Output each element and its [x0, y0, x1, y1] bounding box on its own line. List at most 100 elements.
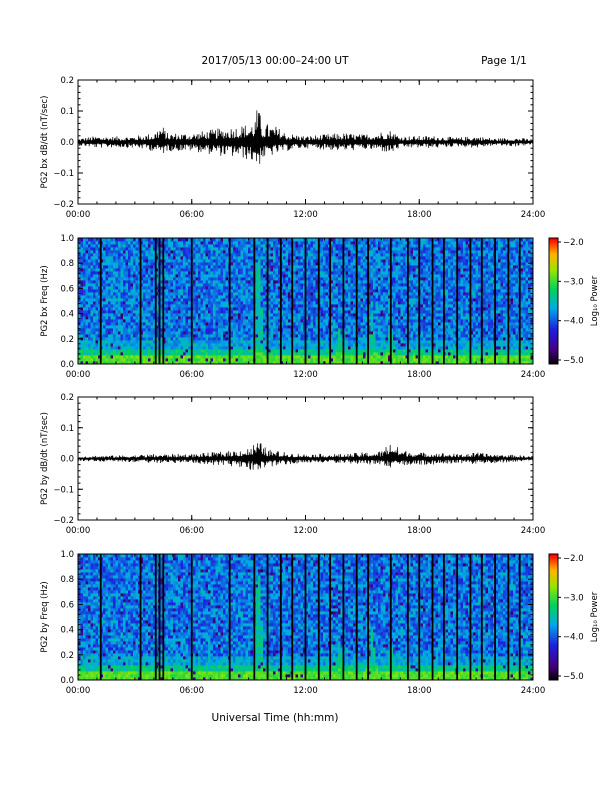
spectrogram-cell [195, 325, 199, 329]
spectrogram-cell [155, 271, 159, 275]
spectrogram-cell [315, 358, 319, 362]
spectrogram-cell [135, 319, 139, 323]
spectrogram-cell [250, 292, 254, 296]
spectrogram-cell [95, 343, 99, 347]
spectrogram-cell [200, 271, 204, 275]
spectrogram-cell [295, 250, 299, 254]
spectrogram-cell [150, 253, 154, 257]
spectrogram-cell [360, 241, 364, 245]
spectrogram-cell [360, 277, 364, 281]
spectrogram-cell [295, 277, 299, 281]
spectrogram-cell [263, 301, 266, 305]
spectrogram-cell [78, 238, 81, 242]
spectrogram-cell [255, 334, 259, 338]
spectrogram-cell [175, 322, 179, 326]
spectrogram-cell [210, 253, 214, 257]
spectrogram-cell [150, 295, 154, 299]
spectrogram-cell [100, 253, 104, 257]
spectrogram-cell [358, 283, 361, 287]
spectrogram-cell [245, 265, 249, 269]
spectrogram-cell [138, 250, 141, 254]
spectrogram-cell [195, 283, 199, 287]
spectrogram-cell [110, 310, 114, 314]
spectrogram-cell [133, 307, 136, 311]
spectrogram-cell [300, 250, 304, 254]
spectrogram-cell [315, 328, 319, 332]
spectrogram-cell [225, 244, 229, 248]
spectrogram-cell [185, 334, 189, 338]
spectrogram-cell [153, 319, 156, 323]
spectrogram-cell [205, 334, 209, 338]
spectrogram-cell [298, 238, 301, 242]
spectrogram-cell [100, 310, 104, 314]
spectrogram-cell [165, 271, 169, 275]
spectrogram-cell [195, 319, 199, 323]
spectrogram-cell [288, 292, 291, 296]
spectrogram-cell [98, 280, 101, 284]
spectrogram-cell [223, 265, 226, 269]
spectrogram-cell [310, 274, 314, 278]
spectrogram-cell [293, 295, 296, 299]
spectrogram-cell [208, 280, 211, 284]
spectrogram-cell [245, 295, 249, 299]
spectrogram-cell [80, 295, 84, 299]
spectrogram-cell [203, 322, 206, 326]
spectrogram-cell [120, 361, 124, 365]
spectrogram-cell [163, 319, 166, 323]
spectrogram-cell [300, 238, 304, 242]
spectrogram-cell [258, 334, 261, 338]
spectrogram-cell [293, 340, 296, 344]
spectrogram-cell [293, 325, 296, 329]
spectrogram-cell [283, 238, 286, 242]
spectrogram-cell [240, 328, 244, 332]
spectrogram-cell [198, 280, 201, 284]
spectrogram-cell [283, 304, 286, 308]
spectrogram-cell [335, 337, 339, 341]
spectrogram-cell [320, 325, 324, 329]
spectrogram-cell [145, 343, 149, 347]
spectrogram-cell [133, 262, 136, 266]
spectrogram-cell [333, 301, 336, 305]
spectrogram-cell [193, 244, 196, 248]
spectrogram-cell [230, 292, 234, 296]
spectrogram-cell [273, 274, 276, 278]
spectrogram-cell [240, 322, 244, 326]
spectrogram-cell [220, 334, 224, 338]
spectrogram-cell [285, 337, 289, 341]
spectrogram-cell [175, 352, 179, 356]
spectrogram-cell [195, 337, 199, 341]
spectrogram-cell [85, 346, 89, 350]
spectrogram-cell [258, 310, 261, 314]
spectrogram-cell [240, 361, 244, 365]
spectrogram-cell [275, 253, 279, 257]
spectrogram-cell [178, 349, 181, 353]
spectrogram-cell [235, 250, 239, 254]
spectrogram-cell [148, 262, 151, 266]
spectrogram-cell [260, 319, 264, 323]
spectrogram-cell [360, 328, 364, 332]
spectrogram-cell [353, 295, 356, 299]
spectrogram-cell [148, 253, 151, 257]
spectrogram-cell [285, 250, 289, 254]
spectrogram-cell [168, 358, 171, 362]
spectrogram-cell [130, 313, 134, 317]
spectrogram-cell [200, 238, 204, 242]
spectrogram-cell [273, 289, 276, 293]
spectrogram-cell [160, 310, 164, 314]
spectrogram-cell [83, 310, 86, 314]
spectrogram-cell [168, 280, 171, 284]
spectrogram-cell [185, 340, 189, 344]
spectrogram-cell [298, 316, 301, 320]
spectrogram-cell [160, 355, 164, 359]
spectrogram-cell [335, 310, 339, 314]
spectrogram-cell [298, 289, 301, 293]
spectrogram-cell [135, 325, 139, 329]
spectrogram-cell [275, 358, 279, 362]
spectrogram-cell [293, 280, 296, 284]
spectrogram-cell [210, 292, 214, 296]
spectrogram-cell [360, 355, 364, 359]
spectrogram-cell [323, 334, 326, 338]
spectrogram-cell [188, 352, 191, 356]
spectrogram-cell [233, 277, 236, 281]
spectrogram-cell [305, 340, 309, 344]
